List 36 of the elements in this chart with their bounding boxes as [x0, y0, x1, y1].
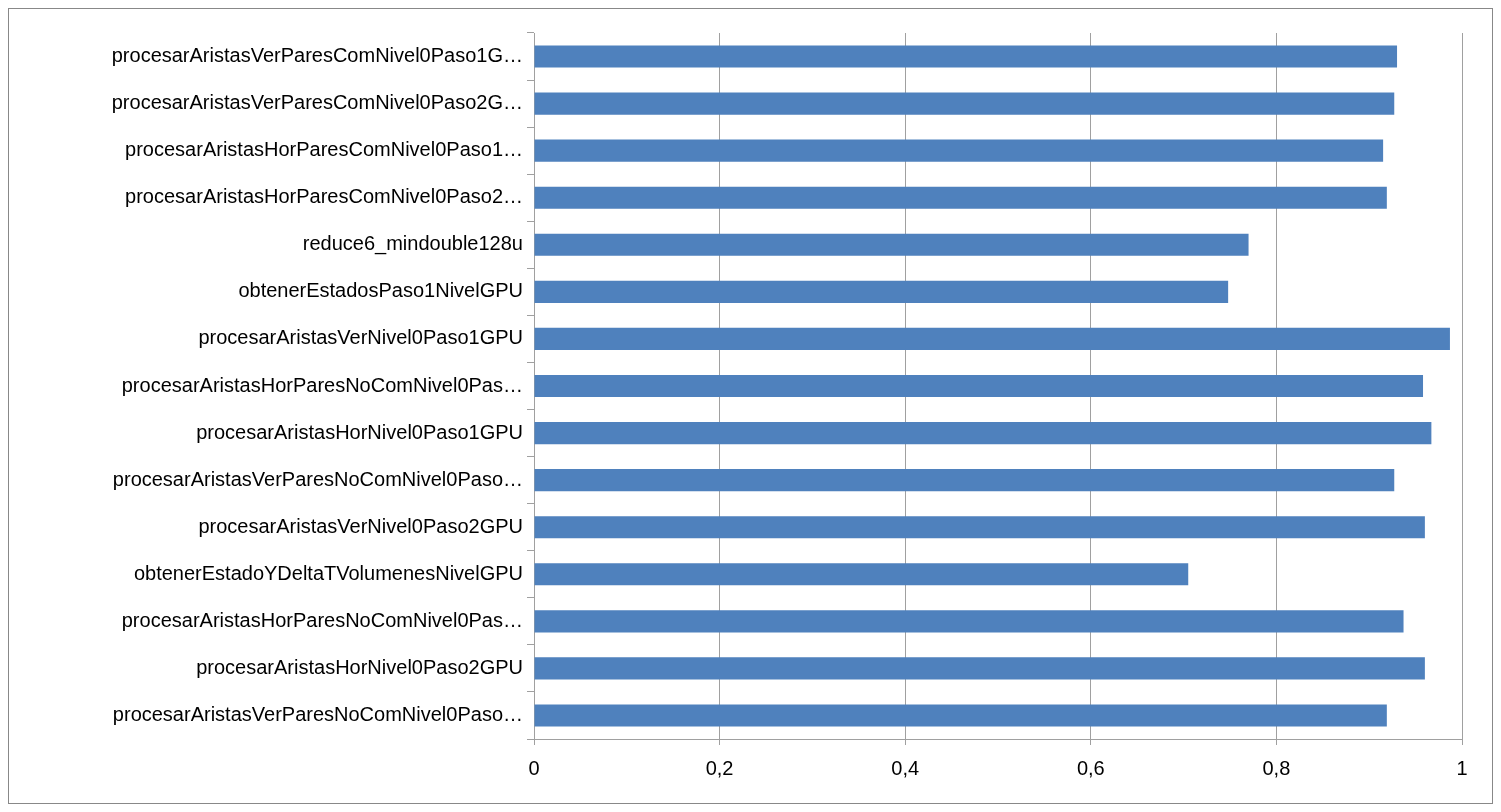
y-tick-label: procesarAristasVerParesComNivel0Paso2G…	[111, 91, 523, 114]
bar	[534, 657, 1425, 680]
y-tick-label: procesarAristasVerParesNoComNivel0Paso…	[112, 467, 523, 490]
bar	[534, 280, 1229, 303]
y-tick-label: procesarAristasHorNivel0Paso2GPU	[196, 655, 523, 678]
y-tick-label: procesarAristasHorParesNoComNivel0Pas…	[121, 373, 523, 396]
x-tick-label: 0	[528, 756, 540, 779]
y-tick-label: procesarAristasVerNivel0Paso2GPU	[198, 514, 523, 537]
y-tick-label: procesarAristasVerNivel0Paso1GPU	[198, 326, 523, 349]
bar	[534, 327, 1450, 350]
bar	[534, 422, 1432, 445]
bar	[534, 469, 1395, 492]
y-tick-label: procesarAristasHorParesNoComNivel0Pas…	[121, 608, 523, 631]
y-tick-label: procesarAristasVerParesNoComNivel0Paso…	[112, 702, 523, 725]
bar	[534, 563, 1189, 586]
y-tick-label: procesarAristasHorParesComNivel0Paso1…	[125, 138, 523, 161]
bar	[534, 186, 1387, 209]
bar	[534, 516, 1425, 539]
bar	[534, 45, 1398, 68]
x-tick-label: 1	[1456, 756, 1468, 779]
y-tick-label: reduce6_mindouble128u	[302, 232, 523, 256]
y-tick-label: procesarAristasHorNivel0Paso1GPU	[196, 420, 523, 443]
bar	[534, 704, 1387, 727]
x-tick-label: 0,4	[891, 756, 920, 779]
y-tick-label: procesarAristasHorParesComNivel0Paso2…	[125, 185, 523, 208]
bar	[534, 233, 1249, 256]
y-tick-label: obtenerEstadosPaso1NivelGPU	[238, 279, 523, 302]
bar	[534, 92, 1395, 115]
bar	[534, 374, 1424, 398]
x-tick-label: 0,8	[1262, 756, 1291, 779]
x-tick-label: 0,6	[1076, 756, 1105, 779]
y-tick-label: obtenerEstadoYDeltaTVolumenesNivelGPU	[133, 561, 523, 584]
bar	[534, 610, 1404, 633]
y-tick-label: procesarAristasVerParesComNivel0Paso1G…	[111, 44, 523, 67]
x-tick-label: 0,2	[705, 756, 734, 779]
bar	[534, 139, 1384, 162]
